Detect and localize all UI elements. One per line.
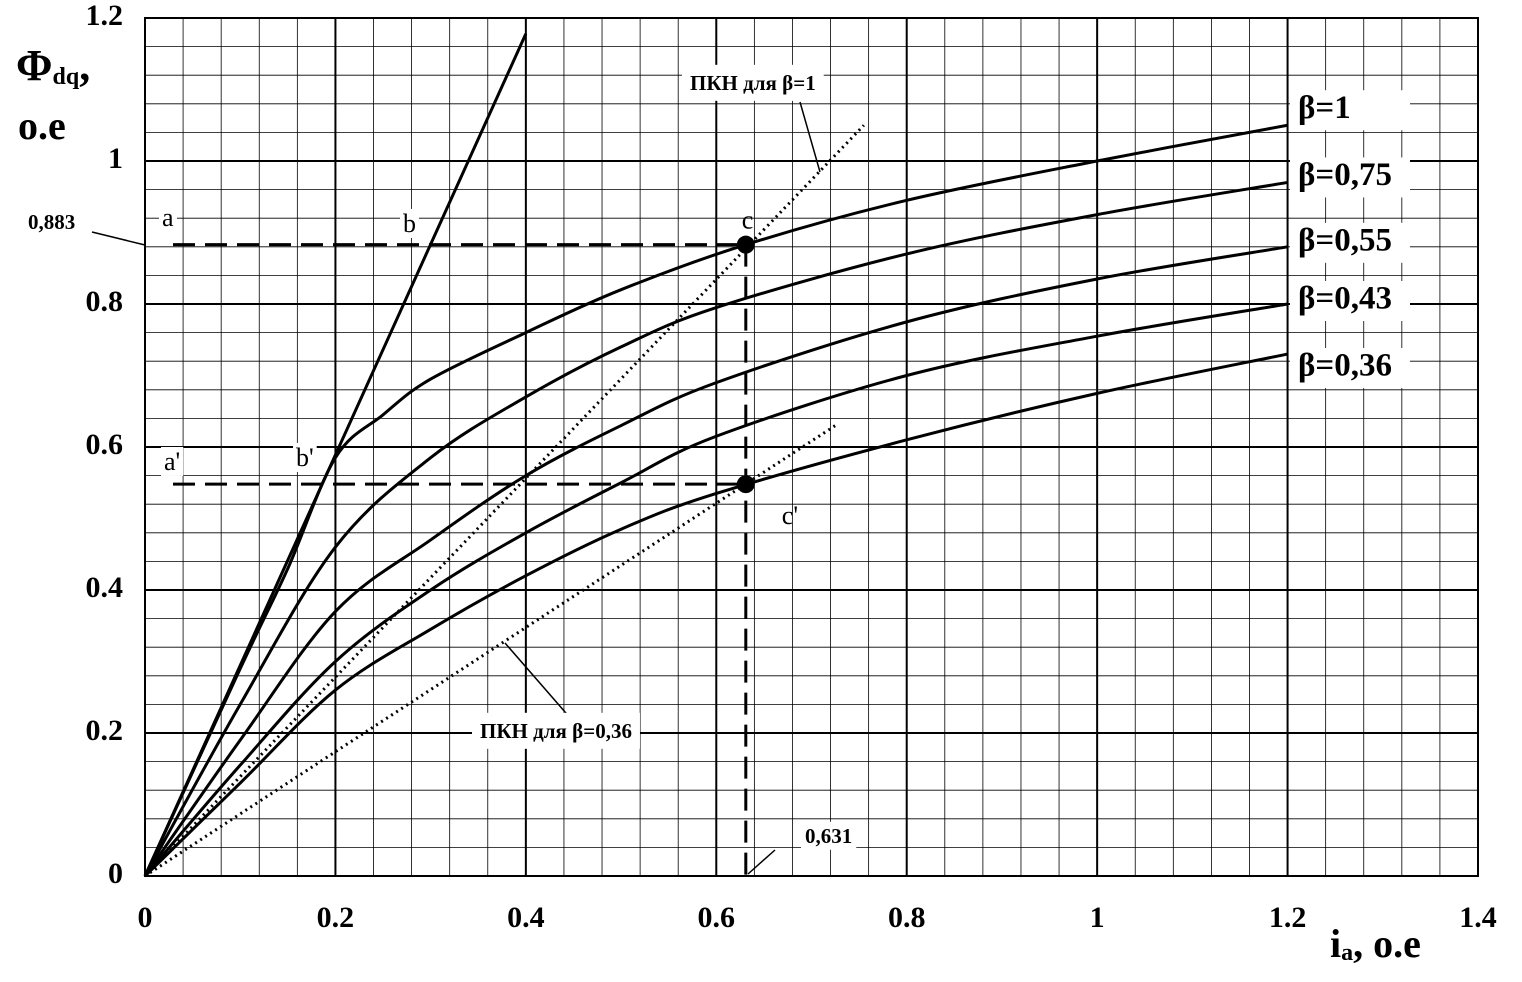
- annotation: a': [164, 447, 180, 476]
- x-tick-label: 0: [138, 901, 153, 934]
- ref-label: 0,883: [28, 210, 75, 234]
- x-tick-label: 1: [1090, 901, 1105, 934]
- y-tick-label: 0.2: [86, 714, 124, 747]
- series-label: β=0,36: [1298, 348, 1392, 384]
- y-tick-label: 0: [108, 857, 123, 890]
- series-line: [143, 352, 1288, 878]
- label-bg: [24, 207, 80, 236]
- y-tick-label: 1: [108, 142, 123, 175]
- series-label: β=0,75: [1298, 157, 1392, 193]
- y-label-sub: dq: [52, 64, 79, 90]
- series-label: β=1: [1298, 90, 1351, 126]
- y-axis-label: Φdq,: [16, 41, 90, 90]
- series-label: β=0,43: [1298, 281, 1392, 317]
- series-line: [143, 245, 1288, 877]
- x-label-main: i: [1330, 921, 1341, 966]
- plot-frame: [144, 17, 1479, 877]
- series-label: ПКН для β=1: [690, 71, 816, 95]
- series-line: [143, 302, 1288, 877]
- x-tick-label: 0.4: [507, 901, 545, 934]
- label-bg: [1290, 157, 1410, 198]
- x-label-tail: , о.е: [1353, 921, 1421, 966]
- y-tick-label: 0.6: [86, 428, 124, 461]
- leader-line: [747, 849, 776, 875]
- label-bg: [161, 446, 184, 476]
- label-bg: [159, 202, 177, 232]
- annotation: a: [162, 203, 174, 232]
- label-bg: [1290, 222, 1410, 263]
- series-line: [143, 124, 865, 878]
- label-bg: [682, 64, 824, 101]
- label-bg: [1290, 281, 1410, 321]
- point-label: c: [742, 206, 754, 235]
- point: [736, 475, 755, 494]
- leader-line: [504, 642, 573, 721]
- ref-label: 0,631: [805, 824, 852, 848]
- label-bg: [1290, 348, 1410, 389]
- x-axis-label: ia, о.е: [1330, 921, 1421, 966]
- y-tick-label: 1.2: [86, 0, 124, 32]
- label-bg: [293, 442, 317, 472]
- series-label: ПКН для β=0,36: [480, 719, 632, 743]
- label-bg: [1290, 90, 1410, 131]
- label-bg: [472, 712, 640, 749]
- y-tick-label: 0.8: [86, 285, 124, 318]
- point: [736, 235, 755, 254]
- annotation: b: [403, 209, 416, 238]
- point-label: c': [782, 501, 798, 530]
- x-tick-label: 1.4: [1459, 901, 1497, 934]
- x-label-sub: a: [1341, 940, 1353, 966]
- x-tick-label: 0.6: [698, 901, 736, 934]
- y-axis-unit: о.е: [18, 103, 66, 148]
- leader-line: [91, 231, 146, 246]
- series-label: β=0,55: [1298, 222, 1392, 258]
- annotation: b': [296, 443, 314, 472]
- label-bg: [801, 821, 857, 850]
- x-tick-label: 1.2: [1269, 901, 1307, 934]
- x-tick-label: 0.8: [888, 901, 926, 934]
- label-bg: [400, 208, 419, 238]
- leader-line: [799, 101, 821, 173]
- x-tick-label: 0.2: [317, 901, 355, 934]
- series-line: [143, 180, 1288, 877]
- y-label-main: Φ: [16, 41, 52, 90]
- y-tick-label: 0.4: [86, 571, 124, 604]
- series-line: [143, 123, 1288, 877]
- y-label-tail: ,: [79, 41, 90, 90]
